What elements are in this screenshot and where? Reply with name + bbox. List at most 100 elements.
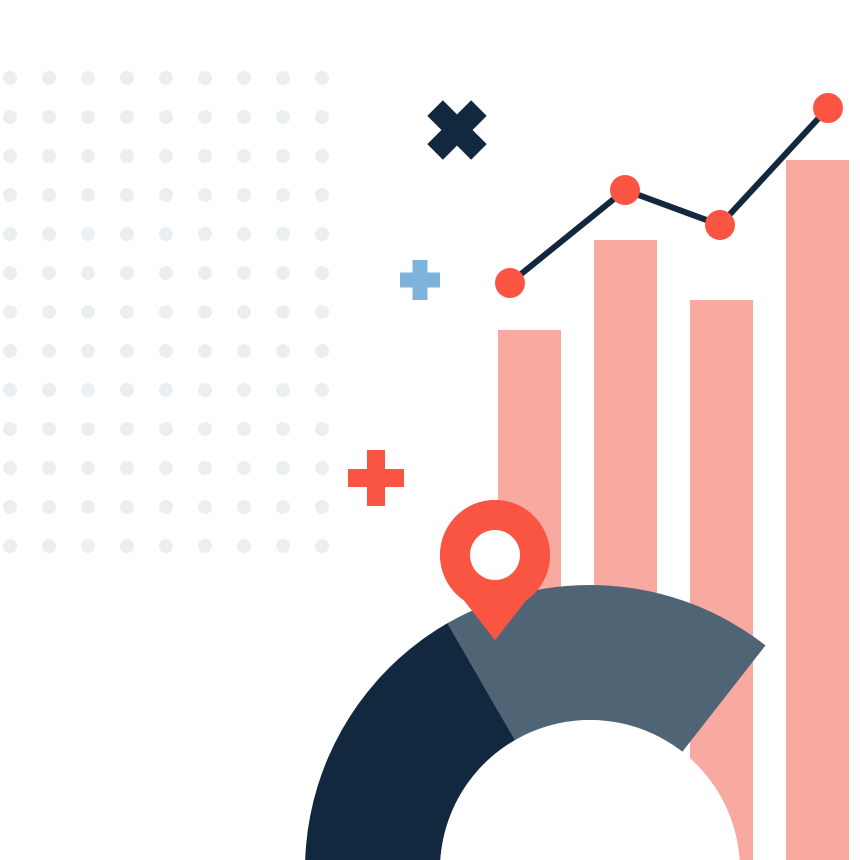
dot [3,461,17,475]
dot [198,227,212,241]
dot [315,383,329,397]
dot [198,110,212,124]
dot [81,188,95,202]
dot [159,383,173,397]
dot [237,539,251,553]
dot [315,227,329,241]
dot [42,149,56,163]
dot [81,539,95,553]
infographic-canvas [0,0,860,860]
dot [3,110,17,124]
dot [276,500,290,514]
dot [276,188,290,202]
dot [159,71,173,85]
dot [237,344,251,358]
dot [81,461,95,475]
dot [81,110,95,124]
dot [198,539,212,553]
trend-point [813,93,843,123]
dot [276,71,290,85]
trend-point [610,175,640,205]
dot [198,422,212,436]
dot [120,110,134,124]
dot [237,422,251,436]
plus-red-icon-v [367,450,385,506]
dot [159,149,173,163]
dot [159,500,173,514]
dot [315,461,329,475]
dot [42,461,56,475]
dot [120,188,134,202]
dot [276,110,290,124]
dot [276,539,290,553]
dot [120,422,134,436]
dot [120,539,134,553]
dot [237,500,251,514]
dot [81,344,95,358]
dot [42,188,56,202]
trend-point [495,268,525,298]
dot [120,149,134,163]
dot [42,305,56,319]
dot [315,305,329,319]
dot [237,227,251,241]
dot [42,422,56,436]
dot [3,227,17,241]
dot [315,149,329,163]
dot [3,500,17,514]
dot [276,227,290,241]
dot [3,539,17,553]
dot [3,266,17,280]
dot [3,149,17,163]
dot [276,344,290,358]
dot [81,305,95,319]
dot [237,266,251,280]
dot [42,344,56,358]
dot [81,383,95,397]
dot [159,422,173,436]
dot [159,539,173,553]
dot [315,71,329,85]
dot [120,305,134,319]
pin-hole [470,530,520,580]
dot [42,500,56,514]
dot [42,71,56,85]
dot [120,383,134,397]
dot [276,461,290,475]
dot [42,383,56,397]
dot [159,305,173,319]
dot [81,227,95,241]
dot [237,461,251,475]
dot [42,539,56,553]
dot [3,383,17,397]
dot [42,227,56,241]
dot [3,188,17,202]
dot [237,188,251,202]
dot [120,266,134,280]
dot [120,500,134,514]
dot [276,383,290,397]
dot [120,461,134,475]
dot [81,71,95,85]
dot [237,149,251,163]
dot [159,266,173,280]
dot [237,71,251,85]
dot [81,266,95,280]
dot [276,149,290,163]
dot [198,188,212,202]
dot [159,461,173,475]
dot [120,227,134,241]
dot [81,422,95,436]
dot [315,500,329,514]
dot [198,383,212,397]
dot [3,422,17,436]
dot [159,188,173,202]
dot [120,344,134,358]
dot [237,383,251,397]
dot [159,344,173,358]
dot [159,227,173,241]
dot [3,305,17,319]
dot [198,266,212,280]
dot [120,71,134,85]
bar [786,160,849,860]
